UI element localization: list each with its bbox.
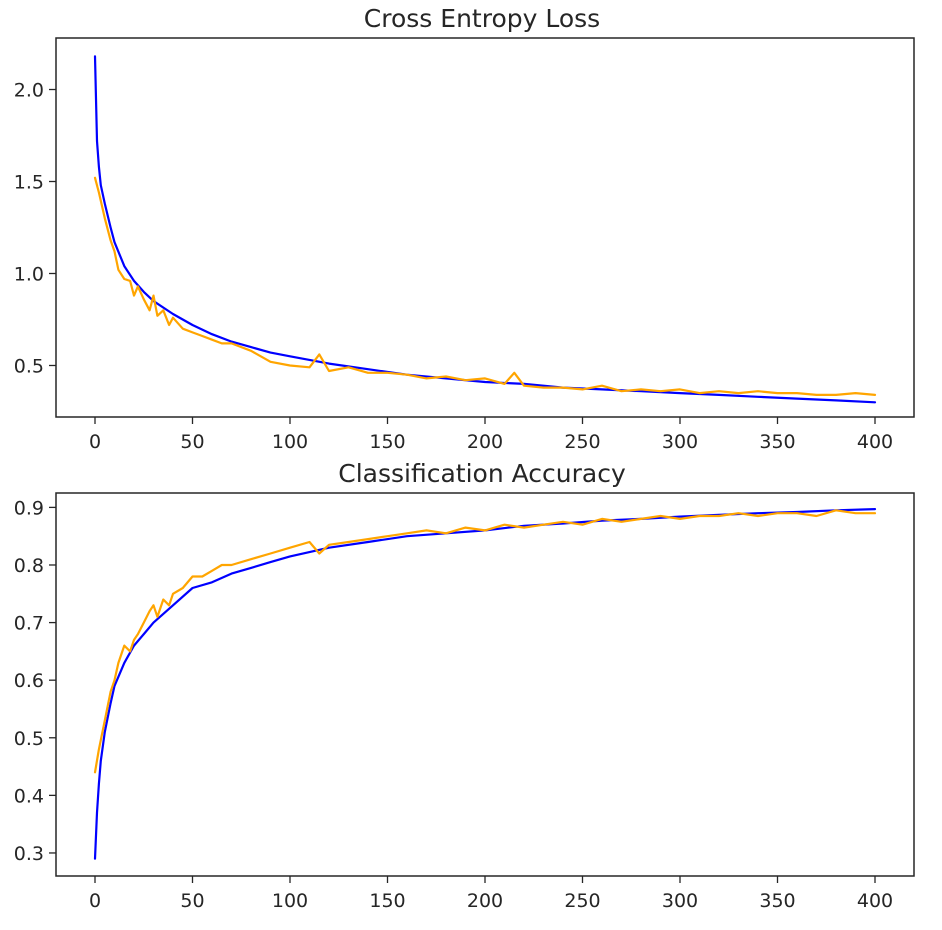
- loss-x-tick-label: 100: [272, 431, 308, 453]
- accuracy-x-tick-label: 250: [564, 890, 600, 912]
- loss-axes-frame: [55, 37, 915, 418]
- loss-y-tick-label: 2.0: [14, 80, 44, 102]
- loss-x-tick-label: 350: [759, 431, 795, 453]
- accuracy-chart-title: Classification Accuracy: [338, 459, 626, 488]
- accuracy-series-blue-line: [93, 508, 877, 860]
- loss-y-tick-label: 1.5: [14, 172, 44, 194]
- accuracy-y-tick-label: 0.6: [14, 670, 44, 692]
- loss-x-tick-label: 300: [662, 431, 698, 453]
- accuracy-series-orange-line: [93, 509, 877, 774]
- loss-x-tick-label: 150: [369, 431, 405, 453]
- loss-series-orange-line: [93, 176, 877, 396]
- accuracy-x-tick-label: 150: [369, 890, 405, 912]
- accuracy-x-tick-label: 50: [180, 890, 204, 912]
- loss-chart: Cross Entropy Loss 0 50 100 150 200 250 300 350…: [14, 4, 915, 453]
- accuracy-y-tick-label: 0.7: [14, 613, 44, 635]
- accuracy-y-tick-label: 0.5: [14, 728, 44, 750]
- loss-x-tick-label: 250: [564, 431, 600, 453]
- loss-x-tick-label: 0: [89, 431, 101, 453]
- loss-chart-title: Cross Entropy Loss: [364, 4, 600, 33]
- loss-x-tick-label: 50: [180, 431, 204, 453]
- accuracy-axes-frame: [55, 492, 915, 877]
- loss-y-tick-label: 1.0: [14, 263, 44, 285]
- accuracy-x-tick-label: 300: [662, 890, 698, 912]
- loss-y-tick-label: 0.5: [14, 355, 44, 377]
- accuracy-x-tick-label: 200: [467, 890, 503, 912]
- accuracy-y-tick-label: 0.3: [14, 843, 44, 865]
- loss-x-tick-label: 400: [857, 431, 893, 453]
- accuracy-y-tick-label: 0.8: [14, 555, 44, 577]
- accuracy-chart: Classification Accuracy 0 50 100 150 200 250 3…: [14, 459, 915, 912]
- accuracy-y-tick-label: 0.9: [14, 497, 44, 519]
- loss-series-blue-line: [93, 55, 877, 404]
- accuracy-x-tick-label: 400: [857, 890, 893, 912]
- loss-x-tick-label: 200: [467, 431, 503, 453]
- accuracy-y-tick-label: 0.4: [14, 785, 44, 807]
- accuracy-x-tick-label: 0: [89, 890, 101, 912]
- accuracy-x-tick-label: 350: [759, 890, 795, 912]
- accuracy-x-tick-label: 100: [272, 890, 308, 912]
